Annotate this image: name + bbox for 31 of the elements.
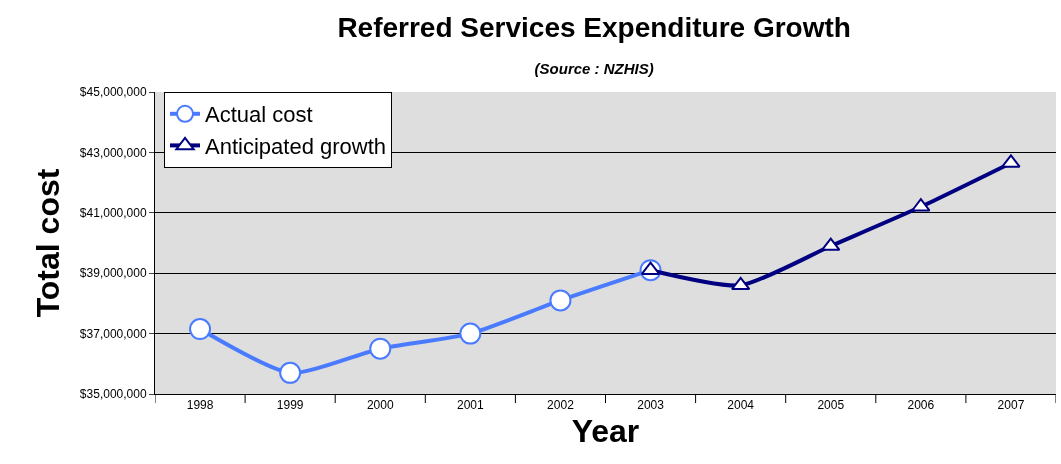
x-tick-label: 2000 <box>366 398 394 413</box>
y-tick-label: $43,000,000 <box>79 145 147 160</box>
point <box>821 237 841 251</box>
x-tick-label: 2003 <box>637 398 665 413</box>
legend-label: Actual cost <box>205 102 313 128</box>
y-tick-label: $35,000,000 <box>79 387 147 402</box>
y-tick-label: $37,000,000 <box>79 326 147 341</box>
y-tick-label: $45,000,000 <box>79 85 147 100</box>
x-tick-label: 1998 <box>186 398 214 413</box>
point <box>369 337 392 360</box>
x-tick-label: 2004 <box>727 398 755 413</box>
y-tick-label: $41,000,000 <box>79 206 147 220</box>
point <box>730 276 751 291</box>
x-tick-label: 1999 <box>276 398 304 413</box>
chart-subtitle: (Source : NZHIS) <box>534 59 654 77</box>
point <box>189 318 212 341</box>
x-tick-label: 2006 <box>907 398 935 413</box>
point <box>549 289 572 312</box>
point <box>459 322 482 345</box>
y-axis-title: Total cost <box>30 168 67 318</box>
point <box>911 198 931 212</box>
point <box>279 361 302 384</box>
x-tick-label: 2005 <box>817 398 845 413</box>
x-tick-label: 2007 <box>997 398 1025 413</box>
x-tick-label: 2002 <box>547 398 575 413</box>
legend-label: Anticipated growth <box>205 133 387 159</box>
chart-title: Referred Services Expenditure Growth <box>337 12 851 44</box>
x-tick-label: 2001 <box>457 398 485 413</box>
point <box>1001 154 1021 168</box>
y-tick-label: $39,000,000 <box>79 266 147 281</box>
x-axis-title: Year <box>571 413 640 450</box>
